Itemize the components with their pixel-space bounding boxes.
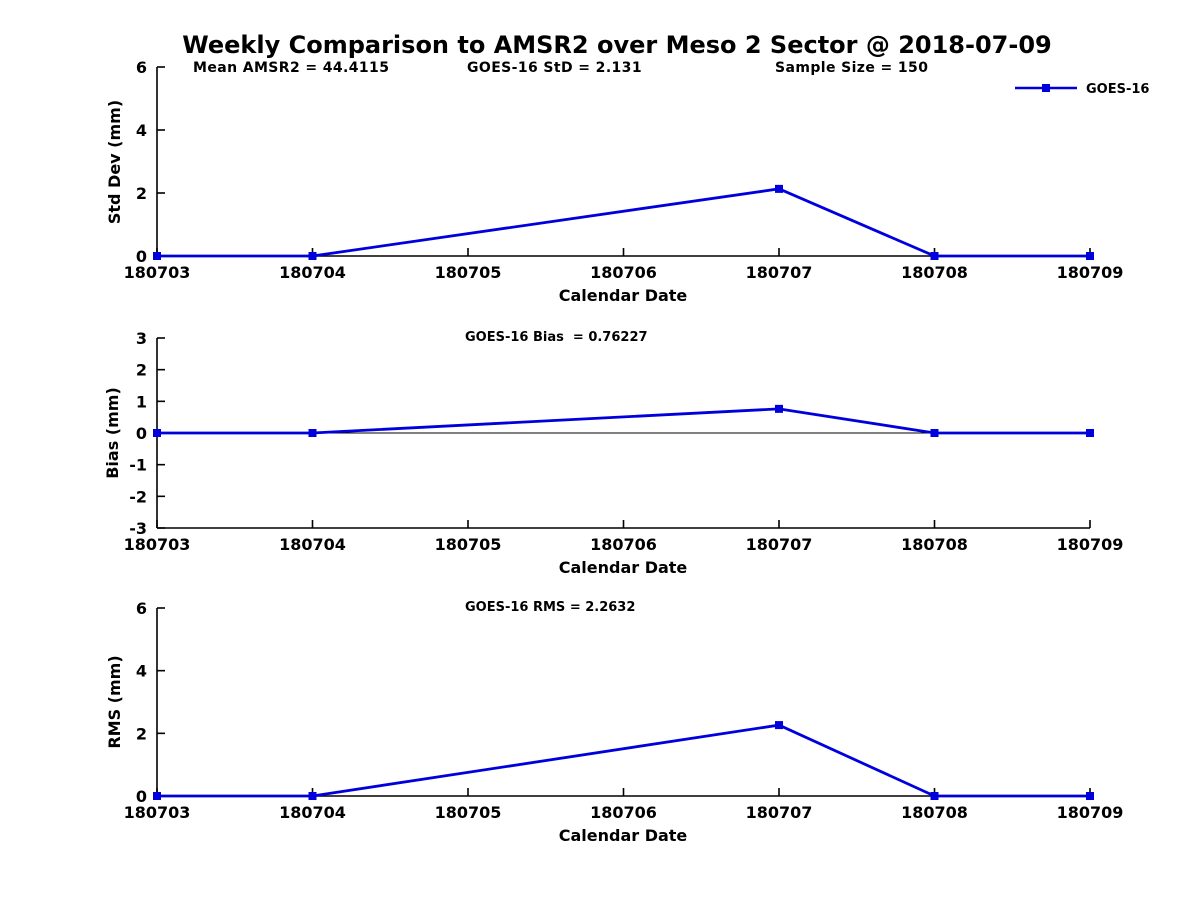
- series-line-GOES-16: [157, 723, 1090, 798]
- plot-panels: 0 2 4 6 180703 180704 180705 180706 180707 180708…: [124, 58, 1124, 822]
- y-axis-label-bias: Bias (mm): [103, 387, 122, 479]
- x-tick-label: 180704: [279, 535, 346, 554]
- x-tick-label: 180705: [435, 263, 502, 282]
- series-line-GOES-16: [157, 187, 1090, 258]
- data-point-marker: [1086, 252, 1094, 260]
- data-point-marker: [153, 429, 161, 437]
- y-tick-label: -3: [129, 519, 147, 538]
- series-line-GOES-16: [157, 407, 1090, 435]
- data-point-marker: [775, 404, 783, 413]
- x-tick-label: 180707: [746, 263, 813, 282]
- data-point-marker: [775, 184, 783, 193]
- x-tick-label: 180707: [746, 535, 813, 554]
- panel-rms: 0 2 4 6 180703 180704 180705 180706 180707 180708…: [124, 599, 1124, 822]
- legend-label: GOES-16: [1086, 82, 1149, 97]
- data-point-marker: [930, 429, 939, 437]
- annotation-goes16-rms: GOES-16 RMS = 2.2632: [465, 600, 635, 615]
- x-tick-label: 180706: [590, 263, 657, 282]
- x-tick-label: 180704: [279, 263, 346, 282]
- data-point-marker: [1086, 792, 1094, 800]
- y-tick-label: -2: [129, 487, 147, 506]
- legend-marker-icon: [1042, 84, 1050, 92]
- x-axis-label-panel1: Calendar Date: [559, 286, 688, 305]
- x-tick-label: 180705: [435, 803, 502, 822]
- x-tick-label: 180708: [901, 803, 968, 822]
- x-tick-label: 180709: [1057, 535, 1124, 554]
- data-point-marker: [1086, 429, 1094, 437]
- data-point-marker: [308, 429, 317, 437]
- y-tick-label: 2: [136, 361, 147, 380]
- x-tick-label: 180703: [124, 263, 191, 282]
- y-tick-label: 4: [136, 662, 147, 681]
- x-tick-label: 180703: [124, 535, 191, 554]
- x-tick-label: 180706: [590, 535, 657, 554]
- y-axis-label-rms: RMS (mm): [105, 655, 124, 748]
- y-tick-label: 0: [136, 787, 147, 806]
- chart-title: Weekly Comparison to AMSR2 over Meso 2 S…: [182, 31, 1051, 59]
- x-tick-label: 180703: [124, 803, 191, 822]
- data-point-marker: [930, 792, 939, 800]
- data-point-marker: [153, 252, 161, 260]
- x-tick-label: 180707: [746, 803, 813, 822]
- y-tick-label: 6: [136, 58, 147, 77]
- data-point-marker: [153, 792, 161, 800]
- y-tick-label: -1: [129, 456, 147, 475]
- x-tick-label: 180708: [901, 535, 968, 554]
- x-tick-label: 180709: [1057, 803, 1124, 822]
- data-point-marker: [308, 792, 317, 800]
- y-tick-label: 0: [136, 424, 147, 443]
- x-tick-label: 180705: [435, 535, 502, 554]
- data-point-marker: [775, 721, 783, 730]
- x-tick-label: 180709: [1057, 263, 1124, 282]
- annotation-sample-size: Sample Size = 150: [775, 60, 928, 76]
- x-tick-label: 180706: [590, 803, 657, 822]
- annotation-goes16-std: GOES-16 StD = 2.131: [467, 60, 642, 76]
- panel-std-dev: 0 2 4 6 180703 180704 180705 180706 180707 180708…: [124, 58, 1124, 282]
- y-tick-label: 2: [136, 184, 147, 203]
- legend: GOES-16: [1015, 82, 1149, 97]
- x-tick-label: 180704: [279, 803, 346, 822]
- y-tick-label: 2: [136, 724, 147, 743]
- annotation-mean-amsr2: Mean AMSR2 = 44.4115: [193, 60, 389, 76]
- y-tick-label: 4: [136, 121, 147, 140]
- x-tick-label: 180708: [901, 263, 968, 282]
- y-tick-label: 3: [136, 329, 147, 348]
- x-axis-label-panel3: Calendar Date: [559, 826, 688, 845]
- y-axis-label-std-dev: Std Dev (mm): [105, 100, 124, 224]
- annotation-goes16-bias: GOES-16 Bias = 0.76227: [465, 330, 648, 345]
- y-tick-label: 0: [136, 247, 147, 266]
- y-tick-label: 6: [136, 599, 147, 618]
- y-tick-label: 1: [136, 392, 147, 411]
- data-point-marker: [308, 252, 317, 260]
- x-axis-label-panel2: Calendar Date: [559, 558, 688, 577]
- data-point-marker: [930, 252, 939, 260]
